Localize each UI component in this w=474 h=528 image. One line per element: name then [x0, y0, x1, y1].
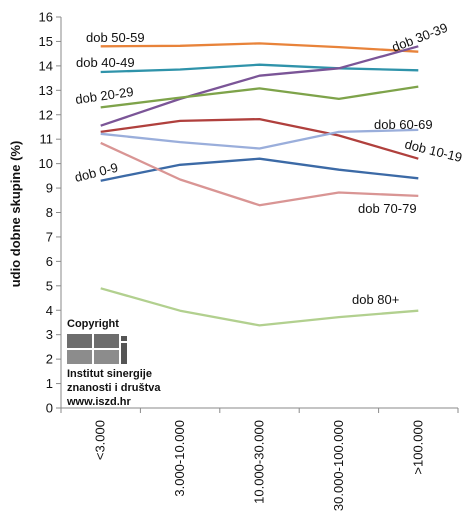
copyright-block: Copyright Institut sinergije znanosti i …	[66, 318, 161, 408]
y-tick-label: 2	[46, 352, 53, 367]
y-tick-label: 12	[39, 107, 53, 122]
series-label: dob 30-39	[390, 20, 450, 55]
series-line	[100, 117, 419, 160]
series-label: dob 10-19	[403, 136, 463, 165]
y-tick-label: 7	[46, 229, 53, 244]
series-label: dob 50-59	[86, 30, 145, 45]
x-tick-label: <3.000	[93, 420, 108, 460]
copyright-line1: Institut sinergije	[67, 368, 152, 380]
series-line	[100, 85, 419, 109]
series-line	[100, 287, 419, 327]
copyright-line3: www.iszd.hr	[66, 396, 131, 408]
series-label: dob 0-9	[73, 160, 119, 185]
copyright-line2: znanosti i društva	[67, 382, 161, 394]
y-tick-label: 6	[46, 254, 53, 269]
series-line	[100, 45, 419, 127]
x-tick-label: 3.000-10.000	[172, 420, 187, 497]
series-label: dob 60-69	[374, 117, 433, 132]
series-line	[100, 128, 419, 150]
series-lines	[100, 42, 419, 327]
x-tick-labels: <3.000 3.000-10.000 10.000-30.000 30.000-10…	[93, 420, 426, 511]
y-tick-label: 9	[46, 181, 53, 196]
y-tick-label: 13	[39, 83, 53, 98]
series-line	[100, 42, 419, 53]
y-tick-label: 5	[46, 278, 53, 293]
y-tick-label: 11	[40, 132, 54, 147]
y-tick-label: 8	[46, 205, 53, 220]
x-tick-label: 30.000-100.000	[331, 420, 346, 511]
series-line	[100, 141, 419, 207]
y-tick-label: 16	[39, 10, 53, 25]
logo-icon	[67, 334, 127, 364]
y-tick-label: 0	[46, 401, 53, 416]
series-label: dob 70-79	[358, 201, 417, 216]
y-tick-label: 10	[39, 156, 53, 171]
copyright-title: Copyright	[67, 318, 119, 330]
series-label: dob 80+	[352, 292, 399, 307]
x-tick-label: >100.000	[410, 420, 425, 475]
series-label: dob 40-49	[76, 55, 135, 70]
axes	[56, 16, 459, 413]
series-line	[100, 63, 419, 74]
y-tick-label: 1	[46, 376, 53, 391]
y-tick-label: 15	[39, 34, 53, 49]
x-tick-label: 10.000-30.000	[252, 420, 267, 504]
y-tick-label: 3	[46, 327, 53, 342]
y-tick-label: 14	[39, 58, 53, 73]
series-line	[100, 157, 419, 182]
y-axis-label: udio dobne skupine (%)	[8, 141, 23, 288]
y-tick-label: 4	[46, 303, 53, 318]
